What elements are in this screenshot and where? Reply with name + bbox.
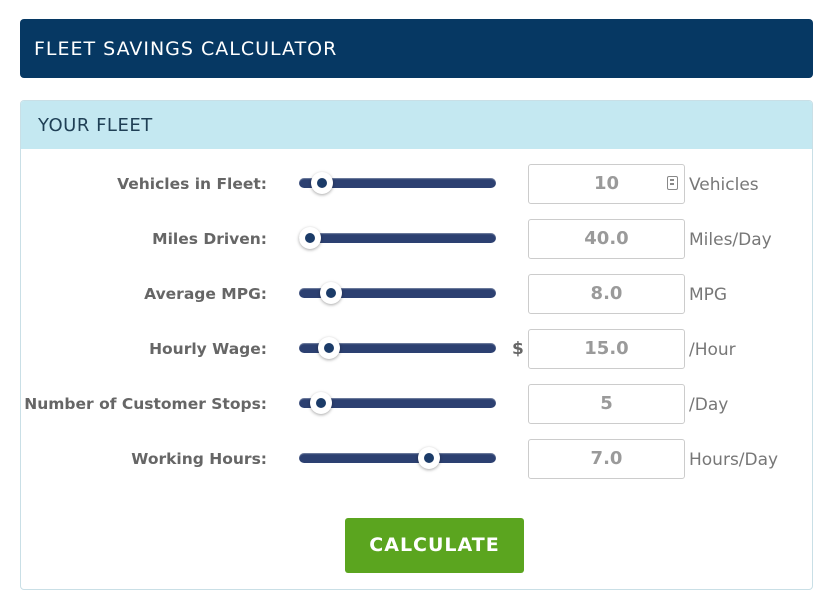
mpg-slider[interactable] — [299, 282, 496, 304]
field-unit: MPG — [689, 285, 728, 305]
field-row-vehicles: Vehicles in Fleet: 10 Vehicles — [21, 164, 812, 204]
wage-slider[interactable] — [299, 337, 496, 359]
input-value: 40.0 — [584, 228, 629, 249]
slider-thumb[interactable] — [320, 282, 342, 304]
field-row-hours: Working Hours: 7.0 Hours/Day — [21, 439, 812, 479]
slider-thumb[interactable] — [299, 227, 321, 249]
stops-input[interactable]: 5 — [528, 384, 685, 424]
field-unit: /Hour — [689, 340, 736, 360]
wage-input[interactable]: 15.0 — [528, 329, 685, 369]
slider-thumb[interactable] — [418, 447, 440, 469]
field-row-miles: Miles Driven: 40.0 Miles/Day — [21, 219, 812, 259]
field-label: Miles Driven: — [152, 230, 267, 248]
miles-input[interactable]: 40.0 — [528, 219, 685, 259]
field-label: Average MPG: — [144, 285, 267, 303]
field-unit: Hours/Day — [689, 450, 779, 470]
calculate-button[interactable]: CALCULATE — [345, 518, 524, 573]
vehicles-input[interactable]: 10 — [528, 164, 685, 204]
slider-thumb[interactable] — [309, 392, 332, 414]
field-row-wage: Hourly Wage: $ 15.0 /Hour — [21, 329, 812, 369]
hours-slider[interactable] — [299, 447, 496, 469]
fleet-panel-header: YOUR FLEET — [21, 101, 812, 149]
currency-symbol: $ — [512, 339, 524, 359]
calculator-header: FLEET SAVINGS CALCULATOR — [20, 19, 813, 78]
input-value: 8.0 — [590, 283, 623, 304]
hours-input[interactable]: 7.0 — [528, 439, 685, 479]
fleet-panel: YOUR FLEET Vehicles in Fleet: 10 Vehicle… — [20, 100, 813, 590]
input-value: 10 — [593, 173, 620, 194]
field-label: Working Hours: — [131, 450, 267, 468]
field-label: Hourly Wage: — [149, 340, 267, 358]
spinner-icon[interactable] — [667, 176, 678, 190]
calculator-title: FLEET SAVINGS CALCULATOR — [34, 37, 338, 60]
input-value: 5 — [600, 393, 613, 414]
field-unit: Vehicles — [689, 175, 759, 195]
vehicles-slider[interactable] — [299, 172, 496, 194]
field-row-mpg: Average MPG: 8.0 MPG — [21, 274, 812, 314]
field-label: Number of Customer Stops: — [24, 395, 267, 413]
field-unit: /Day — [689, 395, 729, 415]
stops-slider[interactable] — [299, 392, 496, 414]
input-value: 7.0 — [590, 448, 623, 469]
mpg-input[interactable]: 8.0 — [528, 274, 685, 314]
fleet-panel-title: YOUR FLEET — [38, 114, 153, 136]
slider-thumb[interactable] — [311, 172, 334, 194]
field-unit: Miles/Day — [689, 230, 772, 250]
field-row-stops: Number of Customer Stops: 5 /Day — [21, 384, 812, 424]
field-label: Vehicles in Fleet: — [117, 175, 267, 193]
input-value: 15.0 — [584, 338, 629, 359]
miles-slider[interactable] — [299, 227, 496, 249]
slider-thumb[interactable] — [318, 337, 341, 359]
